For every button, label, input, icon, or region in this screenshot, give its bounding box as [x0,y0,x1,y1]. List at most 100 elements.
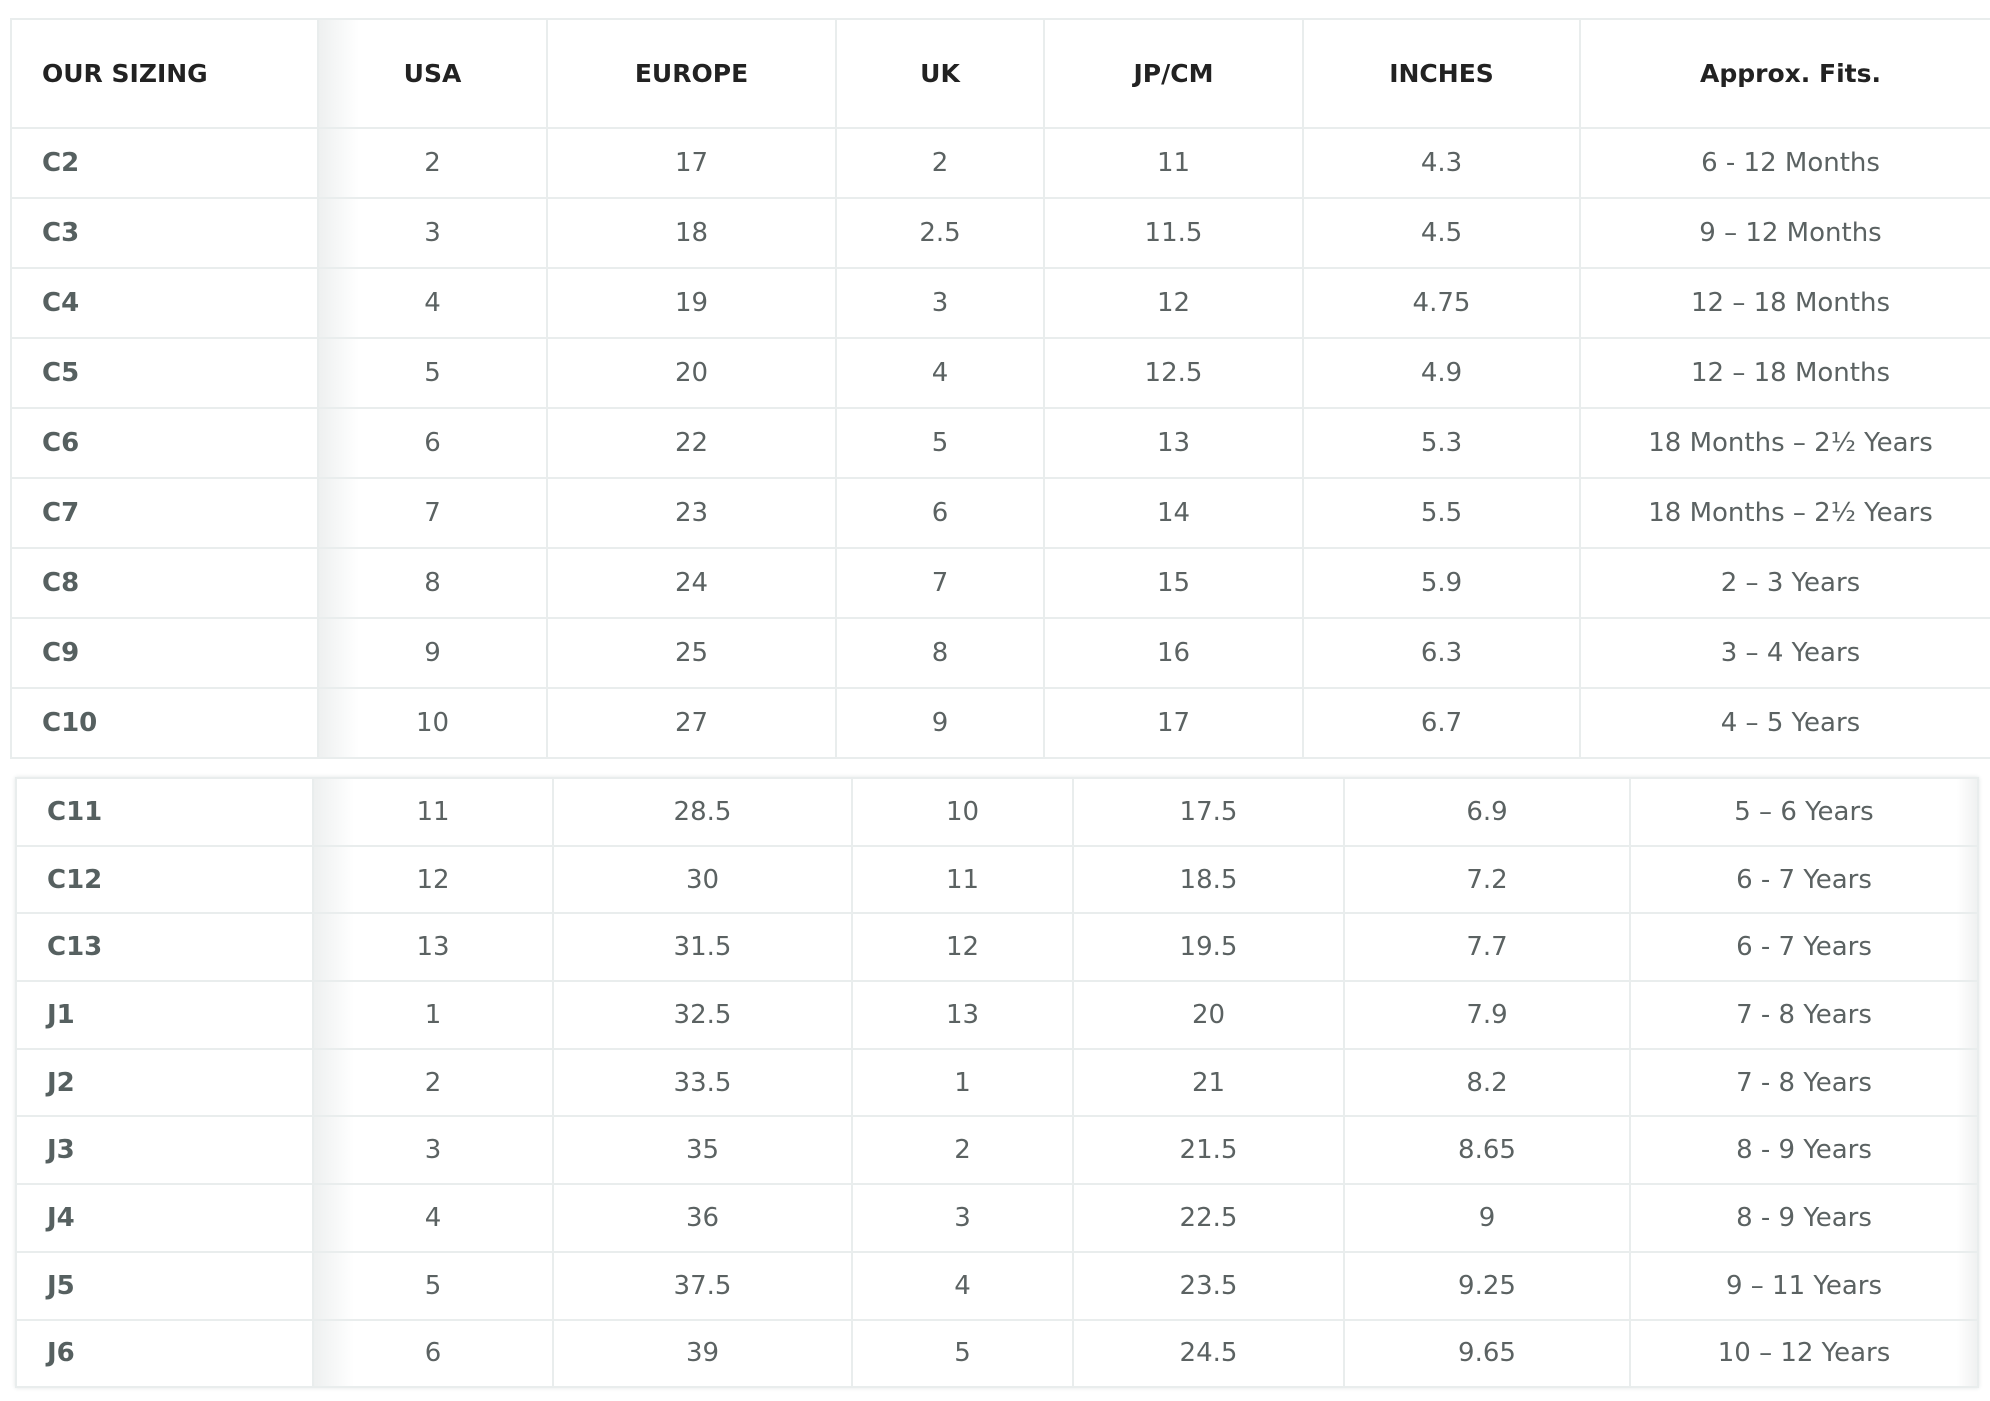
cell-inches: 5.5 [1302,477,1581,549]
table-row: C8 8 24 7 15 5.9 2 – 3 Years [10,547,1990,619]
cell-uk: 3 [835,267,1045,339]
header-usa: USA [317,18,548,129]
cell-inches: 6.3 [1302,617,1581,689]
table-row: J5 5 37.5 4 23.5 9.25 9 – 11 Years [15,1250,1979,1321]
cell-approx-fits: 3 – 4 Years [1579,617,1990,689]
cell-europe: 35 [552,1115,853,1186]
cell-europe: 25 [546,617,837,689]
cell-inches: 4.9 [1302,337,1581,409]
cell-inches: 7.2 [1343,844,1631,915]
cell-jp-cm: 24.5 [1072,1318,1345,1389]
header-our-sizing: OUR SIZING [10,18,319,129]
table-row: J1 1 32.5 13 20 7.9 7 - 8 Years [15,980,1979,1050]
cell-uk: 13 [851,980,1074,1050]
cell-europe: 28.5 [552,777,853,847]
cell-jp-cm: 12.5 [1043,337,1304,409]
cell-inches: 8.65 [1343,1115,1631,1186]
cell-europe: 37.5 [552,1250,853,1321]
table-row: C11 11 28.5 10 17.5 6.9 5 – 6 Years [15,777,1979,847]
cell-uk: 1 [851,1047,1074,1118]
cell-jp-cm: 17 [1043,687,1304,759]
cell-inches: 9.65 [1343,1318,1631,1389]
cell-our-sizing: C13 [15,912,314,983]
table-row: J2 2 33.5 1 21 8.2 7 - 8 Years [15,1047,1979,1118]
table-row: C13 13 31.5 12 19.5 7.7 6 - 7 Years [15,912,1979,983]
cell-jp-cm: 19.5 [1072,912,1345,983]
table-row: J6 6 39 5 24.5 9.65 10 – 12 Years [15,1318,1979,1389]
cell-our-sizing: C6 [10,407,319,479]
cell-our-sizing: C10 [10,687,319,759]
cell-inches: 4.3 [1302,127,1581,199]
cell-uk: 8 [835,617,1045,689]
cell-europe: 19 [546,267,837,339]
cell-usa: 9 [317,617,548,689]
cell-approx-fits: 6 - 7 Years [1629,912,1979,983]
cell-uk: 5 [851,1318,1074,1389]
cell-inches: 6.7 [1302,687,1581,759]
cell-uk: 2.5 [835,197,1045,269]
cell-usa: 3 [312,1115,554,1186]
cell-usa: 2 [312,1047,554,1118]
cell-our-sizing: J5 [15,1250,314,1321]
cell-our-sizing: J3 [15,1115,314,1186]
cell-approx-fits: 4 – 5 Years [1579,687,1990,759]
cell-approx-fits: 18 Months – 2½ Years [1579,477,1990,549]
cell-our-sizing: C12 [15,844,314,915]
cell-usa: 11 [312,777,554,847]
table-header-row: OUR SIZING USA EUROPE UK JP/CM INCHES Approx. … [10,18,1990,129]
cell-our-sizing: C8 [10,547,319,619]
cell-jp-cm: 21 [1072,1047,1345,1118]
cell-jp-cm: 11.5 [1043,197,1304,269]
cell-usa: 4 [317,267,548,339]
cell-approx-fits: 8 - 9 Years [1629,1115,1979,1186]
cell-uk: 10 [851,777,1074,847]
cell-uk: 4 [835,337,1045,409]
cell-approx-fits: 18 Months – 2½ Years [1579,407,1990,479]
cell-europe: 32.5 [552,980,853,1050]
cell-inches: 6.9 [1343,777,1631,847]
cell-usa: 6 [312,1318,554,1389]
cell-usa: 12 [312,844,554,915]
cell-europe: 20 [546,337,837,409]
cell-approx-fits: 2 – 3 Years [1579,547,1990,619]
cell-europe: 24 [546,547,837,619]
cell-our-sizing: C7 [10,477,319,549]
cell-inches: 8.2 [1343,1047,1631,1118]
header-inches: INCHES [1302,18,1581,129]
cell-our-sizing: C11 [15,777,314,847]
cell-uk: 9 [835,687,1045,759]
cell-usa: 2 [317,127,548,199]
cell-approx-fits: 9 – 12 Months [1579,197,1990,269]
table-row: C4 4 19 3 12 4.75 12 – 18 Months [10,267,1990,339]
cell-uk: 6 [835,477,1045,549]
cell-jp-cm: 11 [1043,127,1304,199]
cell-jp-cm: 23.5 [1072,1250,1345,1321]
cell-europe: 23 [546,477,837,549]
header-jp-cm: JP/CM [1043,18,1304,129]
cell-usa: 7 [317,477,548,549]
cell-our-sizing: J6 [15,1318,314,1389]
cell-inches: 5.9 [1302,547,1581,619]
cell-approx-fits: 9 – 11 Years [1629,1250,1979,1321]
cell-uk: 5 [835,407,1045,479]
cell-europe: 31.5 [552,912,853,983]
cell-uk: 11 [851,844,1074,915]
cell-europe: 30 [552,844,853,915]
table-row: C5 5 20 4 12.5 4.9 12 – 18 Months [10,337,1990,409]
cell-approx-fits: 12 – 18 Months [1579,267,1990,339]
cell-europe: 17 [546,127,837,199]
table-row: C3 3 18 2.5 11.5 4.5 9 – 12 Months [10,197,1990,269]
cell-uk: 4 [851,1250,1074,1321]
header-uk: UK [835,18,1045,129]
size-chart-table-children: OUR SIZING USA EUROPE UK JP/CM INCHES Approx. … [10,18,1990,759]
cell-our-sizing: C2 [10,127,319,199]
cell-approx-fits: 7 - 8 Years [1629,980,1979,1050]
cell-inches: 7.9 [1343,980,1631,1050]
cell-approx-fits: 12 – 18 Months [1579,337,1990,409]
size-chart-table-juniors: C11 11 28.5 10 17.5 6.9 5 – 6 Years C12 12 30 11 18… [15,777,1979,1389]
cell-our-sizing: C3 [10,197,319,269]
cell-usa: 3 [317,197,548,269]
cell-usa: 8 [317,547,548,619]
cell-europe: 22 [546,407,837,479]
cell-uk: 2 [835,127,1045,199]
